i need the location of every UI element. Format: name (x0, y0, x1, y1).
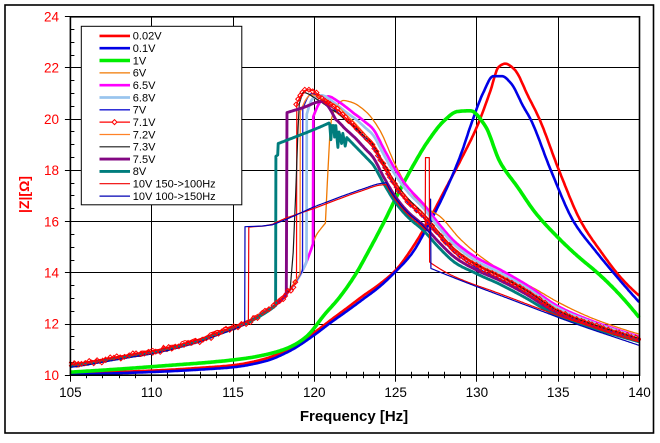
svg-text:115: 115 (222, 385, 244, 400)
svg-text:140: 140 (628, 385, 651, 400)
svg-text:8V: 8V (133, 166, 147, 178)
svg-text:24: 24 (44, 10, 60, 25)
svg-text:6V: 6V (133, 68, 147, 80)
svg-text:10: 10 (44, 368, 59, 383)
svg-text:7.3V: 7.3V (133, 142, 156, 154)
svg-text:16: 16 (44, 214, 59, 229)
svg-text:22: 22 (44, 61, 59, 76)
svg-text:110: 110 (141, 385, 163, 400)
svg-text:7.2V: 7.2V (133, 129, 156, 141)
svg-text:12: 12 (44, 317, 59, 332)
svg-text:|Z|[Ω]: |Z|[Ω] (16, 176, 32, 213)
svg-text:6.5V: 6.5V (133, 80, 156, 92)
svg-text:10V 150->100Hz: 10V 150->100Hz (133, 179, 216, 191)
svg-text:105: 105 (59, 385, 82, 400)
svg-text:20: 20 (44, 112, 59, 127)
svg-text:135: 135 (547, 385, 570, 400)
svg-text:10V 100->150Hz: 10V 100->150Hz (133, 191, 216, 203)
svg-text:125: 125 (384, 385, 407, 400)
svg-text:7V: 7V (133, 105, 147, 117)
svg-text:120: 120 (303, 385, 326, 400)
svg-text:0.02V: 0.02V (133, 31, 162, 43)
svg-text:7.5V: 7.5V (133, 154, 156, 166)
svg-text:14: 14 (44, 266, 60, 281)
svg-text:18: 18 (44, 163, 59, 178)
svg-text:1V: 1V (133, 55, 147, 67)
svg-text:Frequency [Hz]: Frequency [Hz] (300, 408, 408, 425)
svg-text:130: 130 (466, 385, 489, 400)
svg-text:6.8V: 6.8V (133, 92, 156, 104)
svg-text:7.1V: 7.1V (133, 117, 156, 129)
svg-text:0.1V: 0.1V (133, 43, 156, 55)
